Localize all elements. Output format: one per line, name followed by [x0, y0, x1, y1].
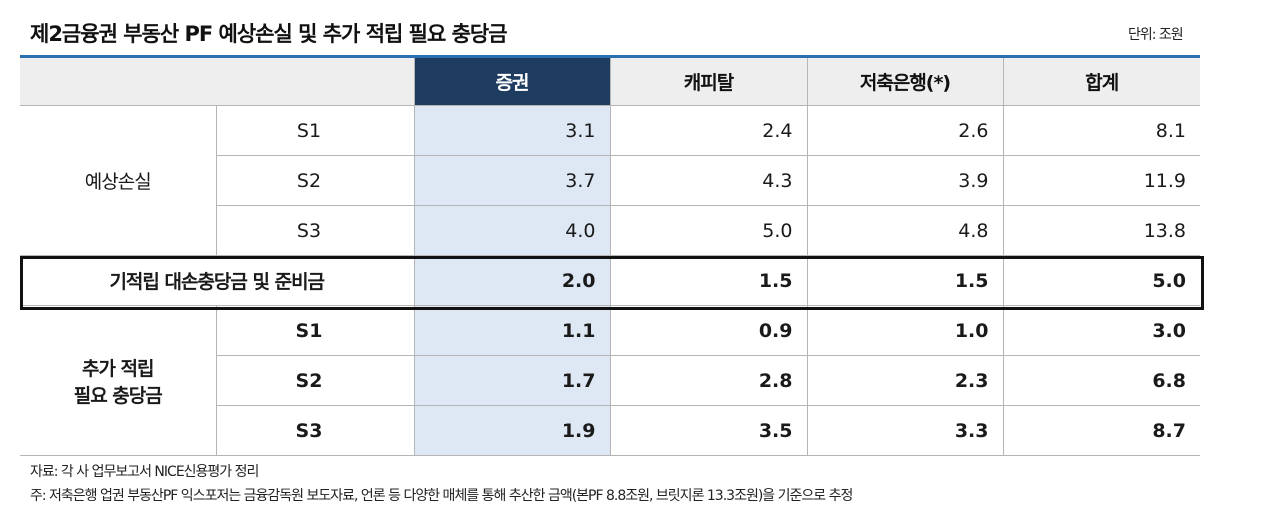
- scenario-label: S1: [216, 105, 415, 156]
- cell-value: 5.0: [610, 205, 808, 256]
- group-expected-loss: 예상손실: [20, 105, 217, 256]
- group-line: 추가 적립: [81, 357, 155, 380]
- cell-value: 3.0: [1003, 305, 1200, 356]
- cell-value: 1.5: [807, 255, 1004, 306]
- scenario-label: S2: [216, 355, 415, 406]
- unit-label: 단위: 조원: [1128, 27, 1184, 43]
- col-header-capital: 캐피탈: [610, 58, 808, 106]
- cell-value: 0.9: [610, 305, 808, 356]
- header-blank: [20, 58, 415, 106]
- table-row: 예상손실 S1 3.1 2.4 2.6 8.1: [20, 105, 1200, 256]
- col-header-total: 합계: [1003, 58, 1200, 106]
- cell-value: 1.5: [610, 255, 808, 306]
- table-header-row: 증권 캐피탈 저축은행(*) 합계: [20, 58, 1200, 106]
- group-line: 필요 충당금: [73, 384, 163, 407]
- cell-value: 4.8: [807, 205, 1004, 256]
- cell-value: 2.4: [610, 105, 808, 156]
- footnote: 주: 저축은행 업권 부동산PF 익스포저는 금융감독원 보도자료, 언론 등 …: [30, 488, 853, 504]
- cell-value: 11.9: [1003, 155, 1200, 206]
- cell-value: 1.1: [414, 305, 611, 356]
- notes: 자료: 각 사 업무보고서 NICE신용평가 정리 주: 저축은행 업권 부동산…: [30, 460, 853, 508]
- cell-value: 8.7: [1003, 405, 1200, 456]
- cell-value: 1.9: [414, 405, 611, 456]
- scenario-label: S2: [216, 155, 415, 206]
- cell-value: 4.0: [414, 205, 611, 256]
- cell-value: 3.1: [414, 105, 611, 156]
- cell-value: 2.0: [414, 255, 611, 306]
- cell-value: 6.8: [1003, 355, 1200, 406]
- cell-value: 2.6: [807, 105, 1004, 156]
- table-row: S3 4.0 5.0 4.8 13.8: [20, 205, 1200, 256]
- pf-loss-table: 증권 캐피탈 저축은행(*) 합계 예상손실 S1 3.1 2.4 2.6 8.…: [20, 58, 1200, 456]
- cell-value: 8.1: [1003, 105, 1200, 156]
- table-title: 제2금융권 부동산 PF 예상손실 및 추가 적립 필요 충당금: [30, 22, 508, 46]
- table-row: S2 1.7 2.8 2.3 6.8: [20, 355, 1200, 406]
- scenario-label: S3: [216, 405, 415, 456]
- source-note: 자료: 각 사 업무보고서 NICE신용평가 정리: [30, 464, 259, 480]
- cell-value: 3.3: [807, 405, 1004, 456]
- col-header-securities: 증권: [414, 58, 611, 106]
- table-row-reserves: 기적립 대손충당금 및 준비금 2.0 1.5 1.5 5.0: [20, 255, 1200, 306]
- header-rule: [20, 55, 1200, 58]
- group-existing-reserves: 기적립 대손충당금 및 준비금: [20, 255, 415, 306]
- scenario-label: S1: [216, 305, 415, 356]
- cell-value: 3.9: [807, 155, 1004, 206]
- cell-value: 4.3: [610, 155, 808, 206]
- table-row: S3 1.9 3.5 3.3 8.7: [20, 405, 1200, 456]
- cell-value: 3.5: [610, 405, 808, 456]
- cell-value: 13.8: [1003, 205, 1200, 256]
- cell-value: 1.7: [414, 355, 611, 406]
- col-header-savings-bank: 저축은행(*): [807, 58, 1004, 106]
- group-additional-provision: 추가 적립 필요 충당금: [20, 305, 217, 456]
- cell-value: 3.7: [414, 155, 611, 206]
- cell-value: 2.8: [610, 355, 808, 406]
- table-row: 추가 적립 필요 충당금 S1 1.1 0.9 1.0 3.0: [20, 305, 1200, 456]
- cell-value: 5.0: [1003, 255, 1200, 306]
- cell-value: 2.3: [807, 355, 1004, 406]
- scenario-label: S3: [216, 205, 415, 256]
- table-row: S2 3.7 4.3 3.9 11.9: [20, 155, 1200, 206]
- cell-value: 1.0: [807, 305, 1004, 356]
